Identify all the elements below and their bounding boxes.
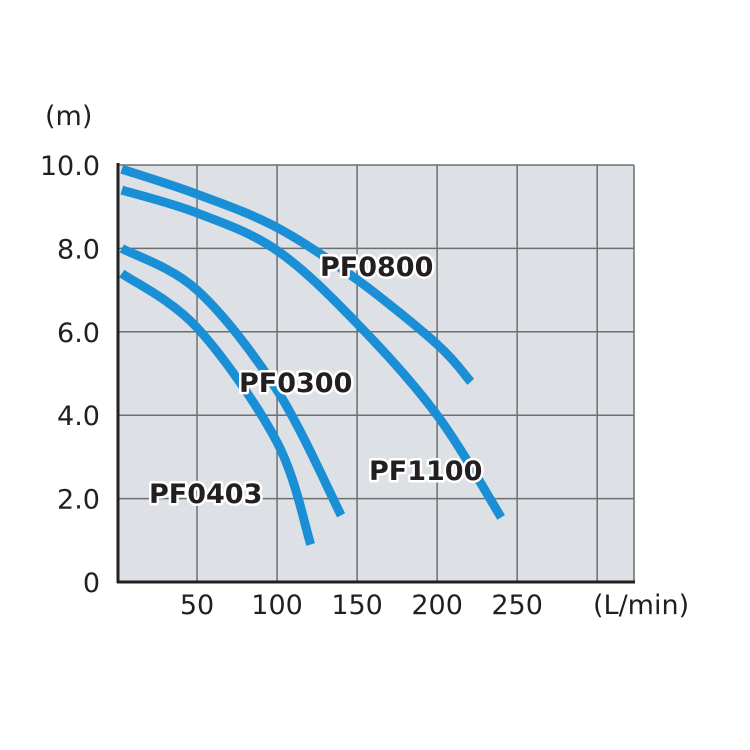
series-line-pf1100	[120, 185, 505, 520]
series-label-pf0300: PF0300	[239, 368, 352, 399]
series-line-pf0800	[120, 164, 475, 385]
series-line-pf0403	[119, 269, 315, 546]
y-tick-label: 2.0	[57, 485, 100, 516]
plot-background	[117, 165, 634, 582]
y-axis-label: (m)	[45, 101, 92, 132]
series-label-pf0800: PF0800	[320, 252, 433, 283]
series-line-pf0300	[119, 244, 346, 518]
y-tick-label: 8.0	[57, 234, 100, 265]
series-lines	[119, 164, 505, 546]
x-tick-label: 200	[411, 590, 463, 621]
y-tick-labels: 0 2.0 4.0 6.0 8.0 10.0	[40, 151, 100, 599]
gridlines	[117, 164, 635, 582]
x-tick-label: 50	[180, 590, 214, 621]
y-tick-label: 4.0	[57, 401, 100, 432]
x-axis-label: (L/min)	[593, 590, 689, 621]
series-label-pf0403: PF0403	[149, 479, 262, 510]
y-tick-label: 0	[83, 568, 100, 599]
series-label-pf1100: PF1100	[369, 456, 482, 487]
x-tick-label: 100	[251, 590, 303, 621]
x-tick-labels: 50 100 150 200 250	[180, 590, 543, 621]
y-tick-label: 10.0	[40, 151, 100, 182]
x-tick-label: 250	[491, 590, 543, 621]
x-tick-label: 150	[331, 590, 383, 621]
y-tick-label: 6.0	[57, 318, 100, 349]
